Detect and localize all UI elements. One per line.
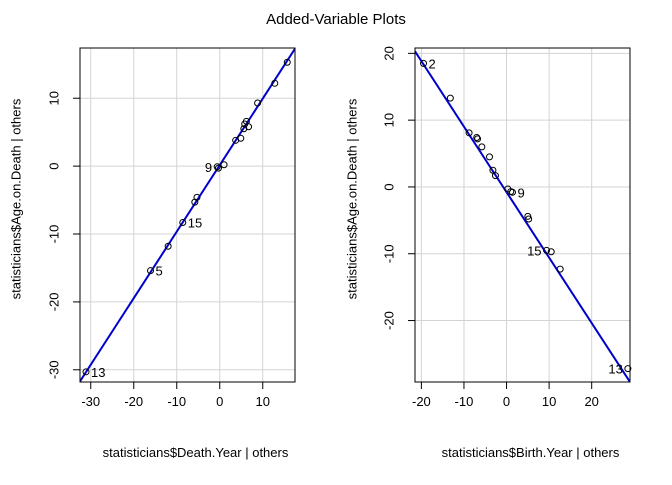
point-label: 15 [527, 243, 541, 258]
x-tick-label: 0 [503, 394, 510, 409]
data-point [147, 267, 155, 275]
y-tick-label: -20 [47, 292, 62, 311]
data-point [179, 218, 187, 226]
y-axis-title: statisticians$Age.on.Death | others [9, 98, 24, 299]
data-point [164, 242, 172, 250]
point-label: 9 [517, 185, 524, 200]
x-tick-label: -10 [455, 394, 474, 409]
x-tick-label: -10 [167, 394, 186, 409]
point-label: 2 [429, 56, 436, 71]
x-axis-title: statisticians$Death.Year | others [103, 445, 289, 460]
y-tick-label: 20 [382, 46, 397, 60]
data-point [245, 123, 253, 131]
x-tick-label: -30 [81, 394, 100, 409]
data-point [624, 365, 632, 373]
data-point [473, 134, 481, 142]
point-label: 13 [608, 362, 622, 377]
x-tick-label: 10 [542, 394, 556, 409]
x-tick-label: 10 [256, 394, 270, 409]
data-point [474, 135, 482, 143]
y-tick-label: 10 [382, 113, 397, 127]
data-point [220, 161, 228, 169]
data-point [478, 143, 486, 151]
y-tick-label: -30 [47, 360, 62, 379]
data-point [491, 172, 499, 180]
data-point [556, 265, 564, 273]
data-point [82, 368, 90, 376]
y-tick-label: -10 [382, 244, 397, 263]
data-point [271, 79, 279, 87]
y-tick-label: 0 [382, 183, 397, 190]
regression-line [80, 48, 295, 382]
data-point [283, 58, 291, 66]
data-point [508, 188, 516, 196]
data-point [486, 153, 494, 161]
x-tick-label: 20 [584, 394, 598, 409]
data-point [465, 129, 473, 137]
x-tick-label: -20 [412, 394, 431, 409]
y-axis-title: statisticians$Age.on.Death | others [345, 98, 360, 299]
y-tick-label: 10 [47, 91, 62, 105]
data-point [237, 134, 245, 142]
regression-line [415, 50, 630, 382]
y-tick-label: -10 [47, 225, 62, 244]
y-tick-label: -20 [382, 311, 397, 330]
data-point [254, 99, 262, 107]
x-tick-label: 0 [216, 394, 223, 409]
point-label: 9 [205, 160, 212, 175]
point-label: 13 [91, 365, 105, 380]
x-tick-label: -20 [124, 394, 143, 409]
figure-title: Added-Variable Plots [266, 11, 406, 28]
x-axis-title: statisticians$Birth.Year | others [442, 445, 620, 460]
y-tick-label: 0 [47, 163, 62, 170]
data-point [446, 94, 454, 102]
panel-death-year: 13 5 15 9 -30 -20 -10 0 10 -30 -20 -10 0 10 statistici… [9, 47, 296, 460]
data-point [525, 215, 533, 223]
data-point [193, 193, 201, 201]
data-point [547, 248, 555, 256]
point-label: 15 [188, 215, 202, 230]
data-point [213, 163, 221, 171]
data-point [420, 59, 428, 67]
data-point [543, 246, 551, 254]
data-point [214, 164, 222, 172]
panel-birth-year: 2 9 15 13 -20 -10 0 10 20 -20 -10 0 10 20 statistician… [345, 46, 632, 460]
point-label: 5 [156, 264, 163, 279]
